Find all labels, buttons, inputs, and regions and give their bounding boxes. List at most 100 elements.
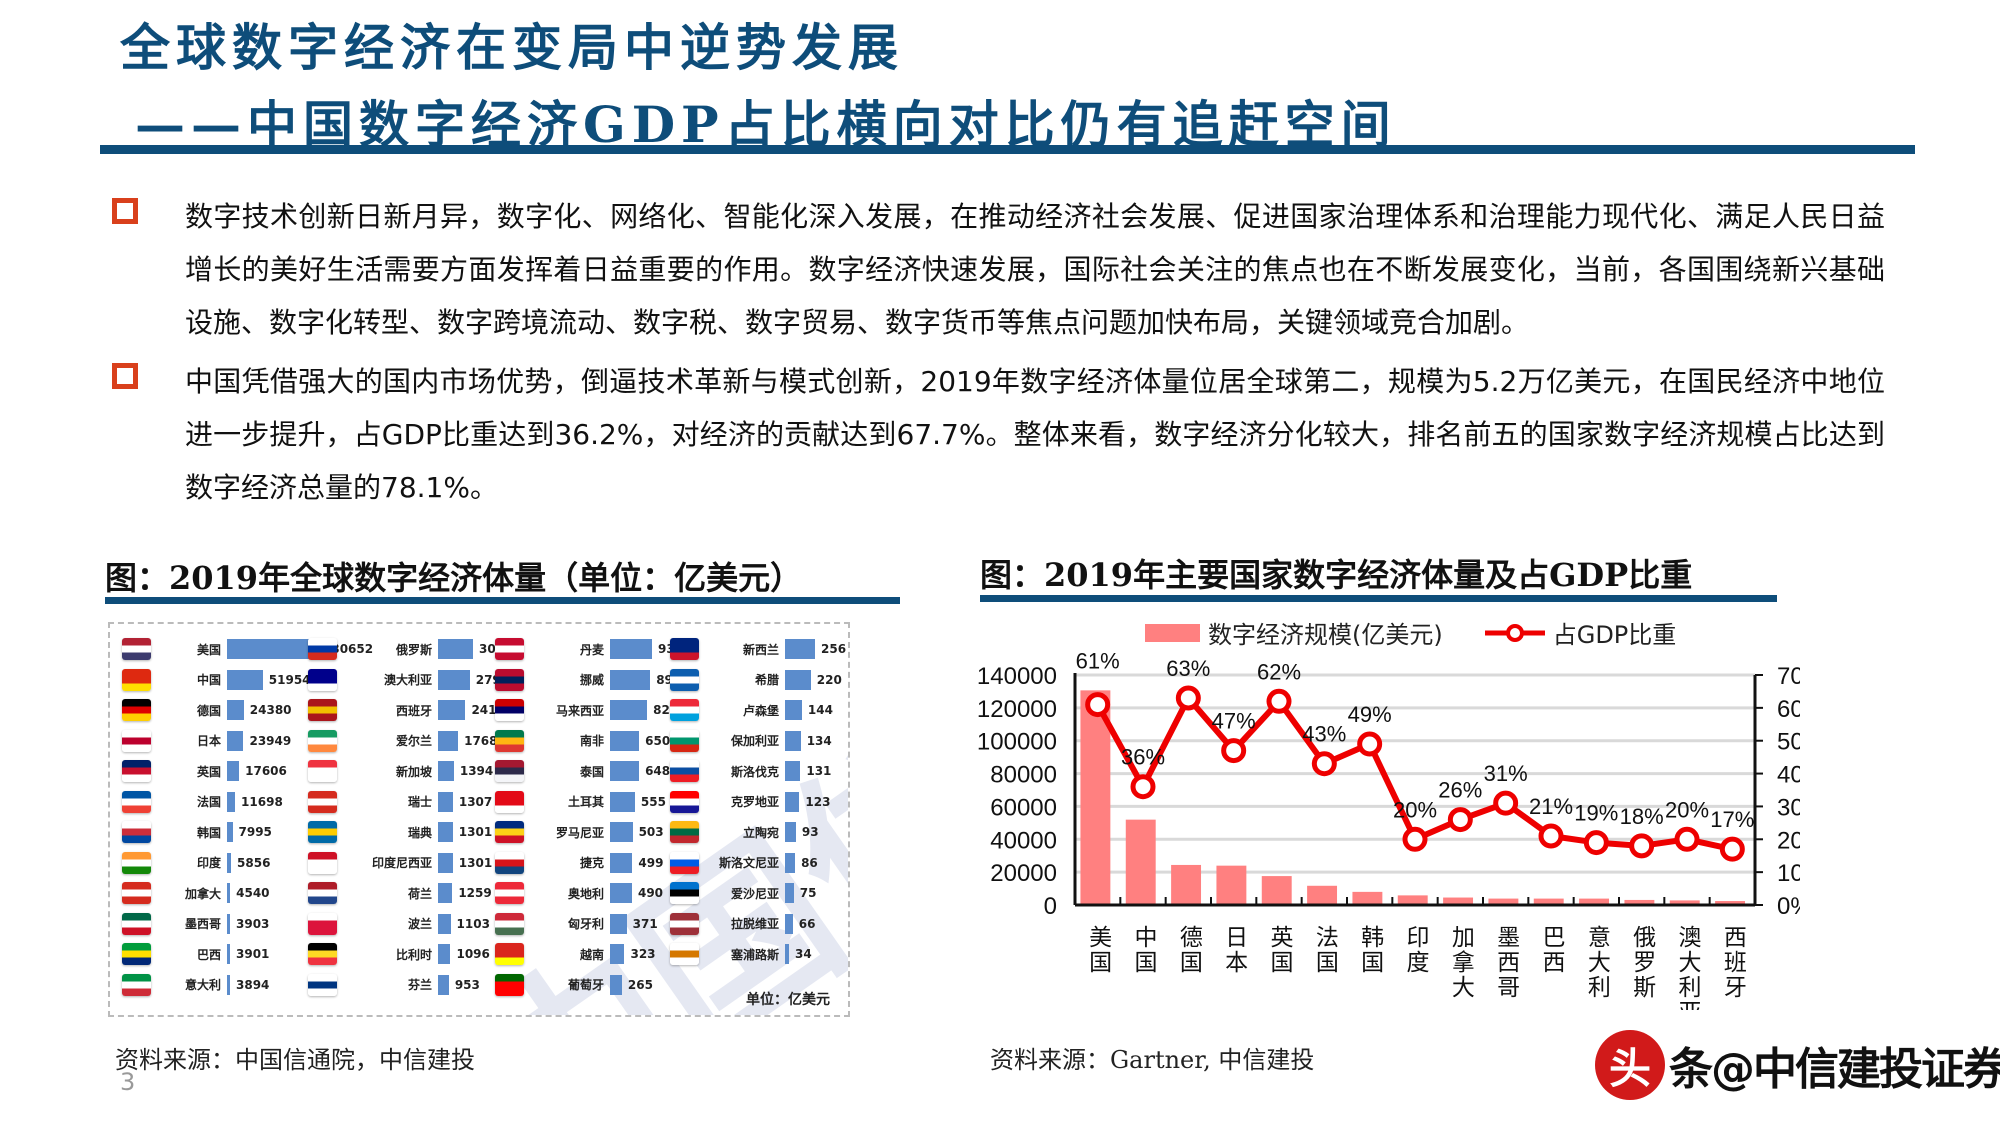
country-name: 意大利 [184, 978, 221, 992]
value-bar [610, 974, 622, 995]
country-name: 韩国 [196, 825, 221, 840]
value-label: 131 [806, 764, 832, 778]
value-bar [785, 761, 801, 781]
country-name: 匈牙利 [567, 917, 604, 931]
data-label: 20% [1665, 797, 1709, 822]
data-label: 26% [1438, 778, 1482, 803]
y-right-tick-label: 40% [1777, 762, 1800, 789]
data-label: 49% [1348, 702, 1392, 727]
country-flag-icon [122, 638, 151, 660]
y-right-tick-label: 60% [1777, 696, 1800, 723]
country-flag-icon [495, 821, 524, 843]
country-flag-icon [495, 729, 524, 752]
country-flag-icon [670, 912, 699, 935]
country-name: 卢森堡 [742, 703, 779, 718]
country-flag-icon [122, 760, 151, 782]
x-category-label: 法国 [1311, 925, 1339, 975]
left-figure-title: 图：2019年全球数字经济体量（单位：亿美元） [105, 559, 803, 597]
flag-bar-image: 中国信通院 单位：亿美元 美国 130652 中国 51954 德国 24380 日本 239… [108, 622, 850, 1017]
value-label: 134 [806, 733, 832, 748]
country-flag-icon [670, 943, 699, 965]
value-label: 953 [454, 977, 480, 992]
bullet-paragraph-1: 数字技术创新日新月异，数字化、网络化、智能化深入发展，在推动经济社会发展、促进国… [185, 200, 1885, 339]
country-flag-icon [308, 699, 337, 721]
bar-中国 [1125, 819, 1156, 905]
country-flag-icon [495, 943, 524, 965]
country-name: 日本 [196, 734, 221, 748]
flag-bar-row: 保加利亚 134 [670, 726, 832, 756]
data-label: 21% [1529, 794, 1573, 819]
flag-bar-row: 印度 5856 [122, 848, 270, 878]
country-name: 印度 [196, 856, 221, 870]
value-bar [438, 883, 453, 903]
country-flag-icon [122, 821, 151, 843]
line-marker [1583, 830, 1609, 856]
bar-加拿大 [1443, 897, 1474, 905]
bar-韩国 [1352, 891, 1383, 905]
flag-bar-row: 意大利 3894 [122, 970, 269, 1000]
logo-circle: 头 [1595, 1030, 1665, 1100]
country-flag-icon [308, 729, 337, 752]
value-bar [438, 852, 453, 873]
value-bar [438, 791, 453, 812]
value-bar [438, 700, 466, 720]
value-bar [227, 822, 233, 842]
right-figure-title: 图：2019年主要国家数字经济体量及占GDP比重 [980, 556, 1693, 594]
value-label: 3894 [236, 977, 270, 992]
country-flag-icon [308, 912, 337, 935]
value-bar [610, 791, 635, 812]
flag-bar-row: 希腊 220 [670, 665, 842, 695]
y-left-tick-label: 100000 [977, 729, 1057, 756]
value-bar [785, 913, 793, 934]
country-flag-icon [308, 973, 337, 996]
country-flag-icon [670, 760, 699, 782]
value-label: 34 [794, 947, 812, 961]
flag-bar-row: 葡萄牙 265 [495, 970, 653, 1000]
value-bar [610, 852, 633, 873]
country-flag-icon [308, 760, 337, 782]
flag-bar-row: 荷兰 1259 [308, 878, 492, 908]
country-name: 美国 [196, 642, 221, 657]
x-category-label: 德国 [1175, 925, 1203, 975]
flag-bar-row: 泰国 648 [495, 756, 670, 786]
value-label: 51954 [268, 672, 311, 687]
country-name: 法国 [196, 795, 221, 809]
flag-bar-row: 丹麦936 [495, 634, 683, 664]
country-flag-icon [495, 882, 524, 904]
flag-bar-row: 芬兰 953 [308, 970, 480, 1000]
country-name: 丹麦 [579, 642, 604, 657]
x-category-label: 澳大利亚 [1674, 925, 1702, 1010]
bar-美国 [1080, 690, 1111, 905]
flag-bar-row: 匈牙利 371 [495, 909, 658, 939]
value-bar [438, 913, 451, 934]
flag-bar-row: 墨西哥 3903 [122, 909, 269, 939]
country-name: 比利时 [395, 947, 432, 962]
line-marker [1402, 826, 1428, 852]
country-flag-icon [308, 668, 337, 691]
line-marker [1674, 826, 1700, 852]
page-title: 全球数字经济在变局中逆势发展 [120, 18, 904, 77]
x-category-label: 意大利 [1583, 925, 1611, 1000]
value-label: 7995 [238, 825, 272, 839]
value-bar [610, 669, 651, 690]
value-bar [227, 913, 230, 934]
country-flag-icon [122, 973, 151, 996]
legend-bar-label: 数字经济规模(亿美元) [1208, 621, 1443, 649]
line-marker [1175, 685, 1201, 711]
country-name: 西班牙 [395, 703, 432, 718]
country-name: 泰国 [579, 764, 604, 779]
country-flag-icon [495, 851, 524, 874]
data-label: 18% [1620, 804, 1664, 829]
country-flag-icon [122, 882, 151, 904]
value-bar [227, 944, 230, 964]
right-source: 资料来源：Gartner, 中信建投 [990, 1046, 1315, 1074]
country-name: 墨西哥 [184, 917, 221, 931]
line-marker [1493, 790, 1519, 816]
y-right-tick-label: 70% [1777, 663, 1800, 690]
flag-bar-row: 爱沙尼亚 75 [670, 878, 816, 908]
value-label: 555 [640, 794, 666, 809]
country-name: 澳大利亚 [383, 673, 432, 687]
data-label: 43% [1302, 722, 1346, 747]
flag-bar-row: 斯洛文尼亚 86 [670, 848, 818, 878]
data-label: 20% [1393, 797, 1437, 822]
